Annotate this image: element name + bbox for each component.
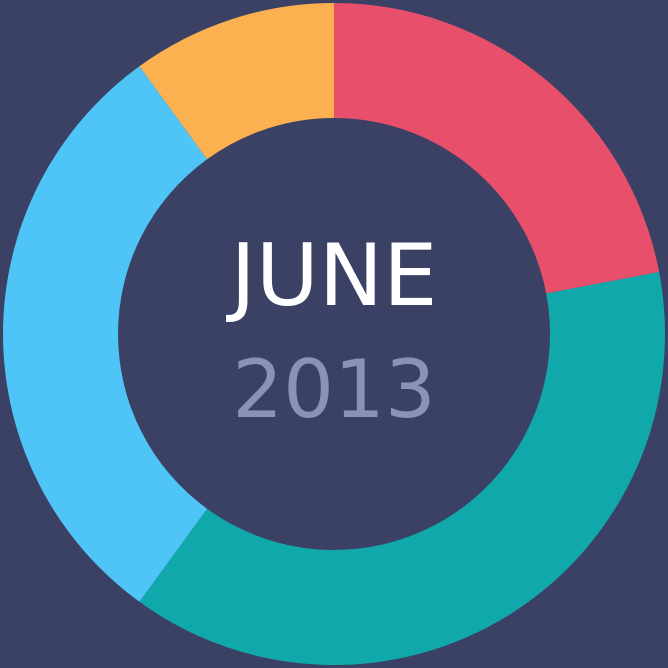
donut-slice-1 [334, 3, 660, 294]
year-label: 2013 [232, 343, 436, 436]
donut-slice-2 [139, 271, 665, 665]
donut-slice-3 [2, 66, 208, 602]
donut-slice-4 [139, 3, 334, 160]
month-label: JUNE [230, 226, 438, 326]
